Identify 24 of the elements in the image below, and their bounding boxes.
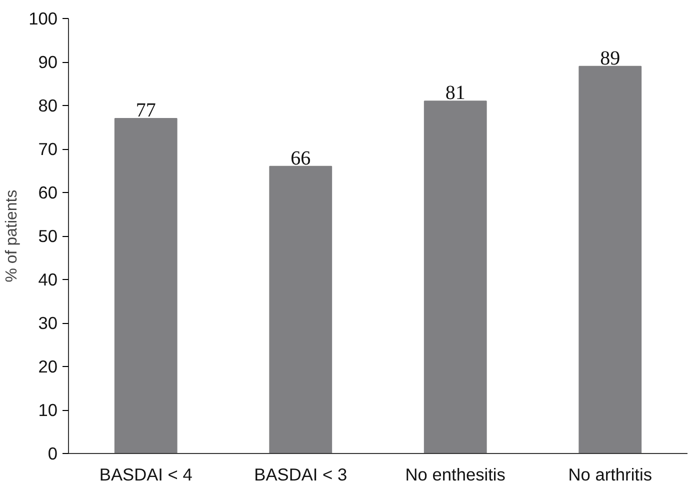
y-axis-title: % of patients	[4, 190, 21, 282]
y-tick-label: 0	[48, 444, 58, 464]
x-tick-label: BASDAI < 3	[254, 464, 348, 484]
y-tick-label: 30	[38, 313, 58, 333]
data-label: 77	[136, 100, 156, 122]
bar	[114, 118, 178, 454]
y-tick-label: 80	[38, 96, 58, 116]
y-tick-label: 60	[38, 182, 58, 202]
y-tick-label: 40	[38, 270, 58, 290]
x-tick-label: No enthesitis	[405, 464, 506, 484]
bar	[269, 166, 332, 454]
data-label: 81	[445, 82, 466, 104]
bar	[578, 66, 642, 454]
y-tick-label: 50	[38, 226, 58, 246]
x-tick-label: BASDAI < 4	[99, 464, 193, 484]
data-label: 89	[600, 47, 620, 70]
bar	[424, 100, 487, 454]
y-tick-label: 70	[38, 139, 58, 159]
data-label: 66	[290, 147, 311, 170]
y-tick-label: 20	[38, 356, 58, 376]
y-tick-label: 90	[38, 52, 58, 72]
y-tick-label: 10	[38, 400, 58, 420]
y-tick-label: 100	[28, 8, 58, 28]
x-tick-label: No arthritis	[568, 464, 652, 484]
